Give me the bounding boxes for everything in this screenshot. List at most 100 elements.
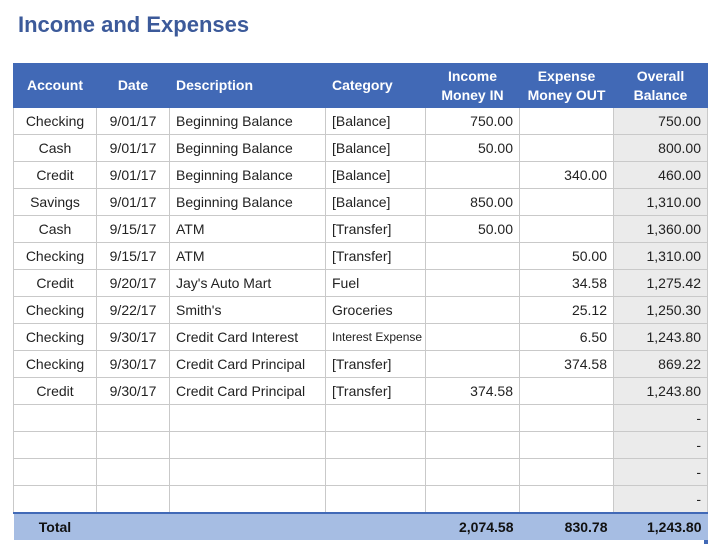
balance-cell[interactable]: 1,310.00: [613, 242, 708, 270]
category-cell[interactable]: [325, 404, 426, 432]
account-cell[interactable]: Credit: [13, 269, 97, 297]
account-cell[interactable]: Credit: [13, 161, 97, 189]
description-cell[interactable]: [169, 458, 326, 486]
money-out-cell[interactable]: [519, 134, 614, 162]
money-in-cell[interactable]: 50.00: [425, 134, 520, 162]
date-cell[interactable]: [96, 431, 170, 459]
money-out-cell[interactable]: [519, 107, 614, 135]
column-header-date[interactable]: Date: [96, 63, 170, 108]
account-cell[interactable]: Cash: [13, 134, 97, 162]
balance-cell[interactable]: 1,243.80: [613, 323, 708, 351]
date-cell[interactable]: [96, 458, 170, 486]
date-cell[interactable]: [96, 485, 170, 514]
balance-cell[interactable]: 800.00: [613, 134, 708, 162]
description-cell[interactable]: [169, 404, 326, 432]
category-cell[interactable]: [325, 431, 426, 459]
account-cell[interactable]: [13, 404, 97, 432]
category-cell[interactable]: [Balance]: [325, 107, 426, 135]
balance-cell[interactable]: -: [613, 458, 708, 486]
description-cell[interactable]: Beginning Balance: [169, 134, 326, 162]
money-in-cell[interactable]: [425, 404, 520, 432]
account-cell[interactable]: Checking: [13, 323, 97, 351]
column-header-money-out[interactable]: Expense Money OUT: [519, 63, 614, 108]
category-cell[interactable]: [325, 458, 426, 486]
account-cell[interactable]: Savings: [13, 188, 97, 216]
description-cell[interactable]: ATM: [169, 242, 326, 270]
money-in-cell[interactable]: [425, 485, 520, 514]
date-cell[interactable]: 9/01/17: [96, 188, 170, 216]
money-in-cell[interactable]: 374.58: [425, 377, 520, 405]
description-cell[interactable]: Beginning Balance: [169, 161, 326, 189]
money-in-cell[interactable]: [425, 350, 520, 378]
money-out-cell[interactable]: [519, 485, 614, 514]
account-cell[interactable]: [13, 485, 97, 514]
balance-cell[interactable]: 869.22: [613, 350, 708, 378]
date-cell[interactable]: 9/30/17: [96, 377, 170, 405]
money-out-cell[interactable]: 6.50: [519, 323, 614, 351]
money-in-cell[interactable]: [425, 161, 520, 189]
balance-cell[interactable]: 1,275.42: [613, 269, 708, 297]
account-cell[interactable]: Checking: [13, 107, 97, 135]
description-cell[interactable]: Beginning Balance: [169, 188, 326, 216]
category-cell[interactable]: [Transfer]: [325, 350, 426, 378]
money-in-cell[interactable]: [425, 323, 520, 351]
description-cell[interactable]: Beginning Balance: [169, 107, 326, 135]
category-cell[interactable]: Groceries: [325, 296, 426, 324]
date-cell[interactable]: 9/30/17: [96, 350, 170, 378]
table-resize-handle[interactable]: [704, 540, 708, 544]
account-cell[interactable]: Checking: [13, 296, 97, 324]
description-cell[interactable]: Smith's: [169, 296, 326, 324]
money-out-cell[interactable]: [519, 377, 614, 405]
money-out-cell[interactable]: [519, 404, 614, 432]
date-cell[interactable]: 9/22/17: [96, 296, 170, 324]
description-cell[interactable]: Credit Card Principal: [169, 350, 326, 378]
money-out-cell[interactable]: [519, 188, 614, 216]
date-cell[interactable]: 9/30/17: [96, 323, 170, 351]
balance-cell[interactable]: -: [613, 431, 708, 459]
date-cell[interactable]: 9/15/17: [96, 242, 170, 270]
category-cell[interactable]: [325, 485, 426, 514]
category-cell[interactable]: [Transfer]: [325, 215, 426, 243]
money-in-cell[interactable]: 850.00: [425, 188, 520, 216]
money-in-cell[interactable]: [425, 242, 520, 270]
money-in-cell[interactable]: [425, 431, 520, 459]
money-out-cell[interactable]: 25.12: [519, 296, 614, 324]
date-cell[interactable]: 9/15/17: [96, 215, 170, 243]
description-cell[interactable]: [169, 431, 326, 459]
description-cell[interactable]: Credit Card Interest: [169, 323, 326, 351]
category-cell[interactable]: Interest Expense: [325, 323, 426, 351]
column-header-description[interactable]: Description: [169, 63, 326, 108]
balance-cell[interactable]: 1,243.80: [613, 377, 708, 405]
category-cell[interactable]: [Transfer]: [325, 242, 426, 270]
description-cell[interactable]: Credit Card Principal: [169, 377, 326, 405]
money-in-cell[interactable]: 50.00: [425, 215, 520, 243]
account-cell[interactable]: Checking: [13, 242, 97, 270]
date-cell[interactable]: 9/01/17: [96, 134, 170, 162]
money-out-cell[interactable]: 34.58: [519, 269, 614, 297]
category-cell[interactable]: [Balance]: [325, 134, 426, 162]
balance-cell[interactable]: 750.00: [613, 107, 708, 135]
money-out-cell[interactable]: [519, 431, 614, 459]
date-cell[interactable]: 9/01/17: [96, 161, 170, 189]
balance-cell[interactable]: -: [613, 485, 708, 514]
description-cell[interactable]: ATM: [169, 215, 326, 243]
column-header-account[interactable]: Account: [13, 63, 97, 108]
category-cell[interactable]: [Balance]: [325, 161, 426, 189]
money-out-cell[interactable]: [519, 215, 614, 243]
money-out-cell[interactable]: [519, 458, 614, 486]
date-cell[interactable]: [96, 404, 170, 432]
balance-cell[interactable]: -: [613, 404, 708, 432]
date-cell[interactable]: 9/01/17: [96, 107, 170, 135]
money-in-cell[interactable]: [425, 458, 520, 486]
balance-cell[interactable]: 1,360.00: [613, 215, 708, 243]
money-out-cell[interactable]: 50.00: [519, 242, 614, 270]
description-cell[interactable]: Jay's Auto Mart: [169, 269, 326, 297]
column-header-category[interactable]: Category: [325, 63, 426, 108]
balance-cell[interactable]: 460.00: [613, 161, 708, 189]
money-in-cell[interactable]: [425, 296, 520, 324]
money-in-cell[interactable]: 750.00: [425, 107, 520, 135]
balance-cell[interactable]: 1,250.30: [613, 296, 708, 324]
money-out-cell[interactable]: 374.58: [519, 350, 614, 378]
account-cell[interactable]: [13, 431, 97, 459]
account-cell[interactable]: Cash: [13, 215, 97, 243]
